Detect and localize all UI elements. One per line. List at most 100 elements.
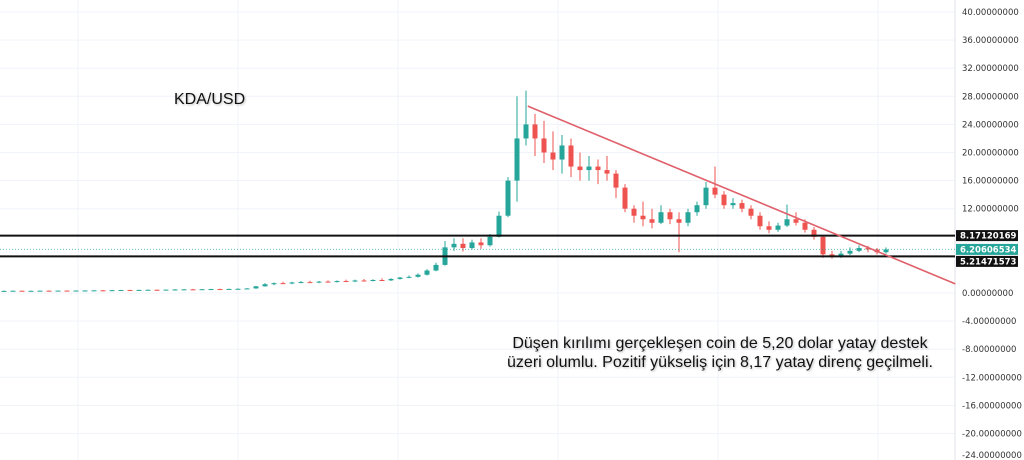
candle-body (37, 290, 43, 292)
y-tick-label: 32.00000000 (962, 64, 1019, 74)
candle-body (433, 264, 439, 271)
y-tick-label: 40.00000000 (962, 8, 1019, 18)
candle-body (523, 124, 529, 139)
y-tick-label: 28.00000000 (962, 92, 1019, 102)
candle-body (847, 250, 853, 254)
candle-body (91, 290, 97, 292)
candle-body (586, 166, 592, 171)
y-tick-label: 12.00000000 (962, 205, 1019, 215)
candle-body (775, 225, 781, 230)
candle-body (307, 282, 313, 284)
y-tick-label: -8.00000000 (962, 345, 1016, 355)
candle-body (244, 288, 250, 290)
candle-body (136, 289, 142, 291)
candle-body (838, 253, 844, 257)
y-tick-label: -20.00000000 (962, 430, 1022, 440)
candle-body (118, 290, 124, 292)
last-price-tag-bg (956, 243, 1018, 255)
candle-body (82, 290, 88, 292)
candle-body (262, 284, 268, 287)
candle-body (802, 222, 808, 230)
trendline (527, 105, 956, 285)
candle-body (460, 243, 466, 249)
candle-body (334, 281, 340, 283)
candle-body (694, 205, 700, 213)
y-tick-label: -12.00000000 (962, 373, 1022, 383)
chart-title: KDA/USD (174, 91, 246, 108)
candle-body (172, 289, 178, 291)
candle-body (505, 180, 511, 216)
candle-body (622, 187, 628, 209)
candle-body (73, 290, 79, 292)
candle-body (361, 280, 367, 282)
y-tick-label: 0.00000000 (962, 289, 1013, 299)
candle-body (406, 276, 412, 278)
candle-body (352, 280, 358, 282)
level-price-tag: 8.17120169 (960, 232, 1017, 242)
candle-body (415, 274, 421, 277)
candle-body (388, 278, 394, 281)
candle-body (28, 290, 34, 292)
candle-body (145, 289, 151, 291)
candle-body (1, 290, 7, 292)
candle-body (685, 212, 691, 223)
candle-body (154, 289, 160, 291)
candle-body (811, 229, 817, 237)
candle-body (487, 236, 493, 246)
y-tick-label: -16.00000000 (962, 401, 1022, 411)
candle-body (190, 289, 196, 291)
candle-body (46, 290, 52, 292)
candle-body (766, 226, 772, 230)
candle-body (730, 203, 736, 206)
candle-body (514, 138, 520, 181)
candle-body (343, 281, 349, 283)
candle-body (631, 208, 637, 216)
candle-body (568, 145, 574, 167)
candle-body (64, 290, 70, 292)
candle-body (721, 194, 727, 206)
candle-body (370, 280, 376, 282)
candle-body (550, 152, 556, 160)
candle-body (181, 289, 187, 291)
candle-body (676, 219, 682, 223)
candle-body (865, 248, 871, 250)
candle-body (199, 289, 205, 291)
y-tick-label: 24.00000000 (962, 120, 1019, 130)
candle-body (289, 282, 295, 284)
level-price-tag-bg (956, 230, 1018, 242)
candle-body (163, 289, 169, 291)
candle-body (208, 289, 214, 291)
candle-body (478, 242, 484, 246)
candle-body (55, 290, 61, 292)
last-price-tag: 6.20606534 (960, 245, 1017, 255)
candle-body (739, 203, 745, 209)
chart-annotation: Düşen kırılımı gerçekleşen coin de 5,20 … (507, 335, 933, 371)
candle-body (253, 286, 259, 289)
candle-body (325, 281, 331, 283)
candle-body (604, 170, 610, 174)
candle-body (640, 215, 646, 220)
candle-body (748, 208, 754, 216)
candle-body (379, 280, 385, 282)
candle-body (784, 219, 790, 226)
candle-body (595, 166, 601, 171)
level-price-tag: 5.21471573 (960, 257, 1017, 267)
candle-body (19, 290, 25, 292)
y-tick-label: -4.00000000 (962, 317, 1016, 327)
candle-body (424, 270, 430, 275)
candle-body (613, 173, 619, 188)
candle-body (271, 283, 277, 285)
candle-body (883, 249, 889, 253)
candle-body (10, 290, 16, 292)
candle-body (127, 290, 133, 292)
candle-body (451, 243, 457, 248)
candle-body (298, 282, 304, 284)
candle-body (397, 277, 403, 279)
candle-body (541, 138, 547, 153)
candle-body (316, 281, 322, 283)
candle-body (667, 212, 673, 220)
candle-body (793, 219, 799, 223)
y-tick-label: 20.00000000 (962, 149, 1019, 159)
candle-body (712, 187, 718, 195)
